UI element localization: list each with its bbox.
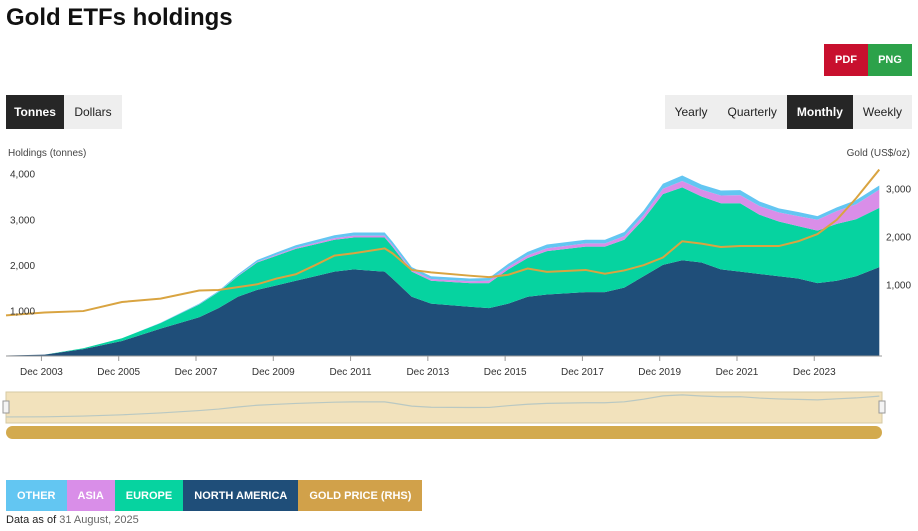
x-tick-label: Dec 2017 <box>561 367 604 378</box>
unit-toggle: Tonnes Dollars <box>6 95 122 129</box>
navigator-series <box>5 394 880 418</box>
holdings-chart: Dec 2003 Dec 2005 Dec 2007 Dec 2009 Dec 2011… <box>2 168 911 439</box>
legend-item-gold-price[interactable]: GOLD PRICE (RHS) <box>298 480 423 511</box>
period-toggle: Yearly Quarterly Monthly Weekly <box>664 95 912 129</box>
data-as-of: Data as of 31 August, 2025 <box>6 514 139 526</box>
x-tick-label: Dec 2005 <box>97 367 140 378</box>
data-as-of-label: Data as of <box>6 514 57 526</box>
x-tick-label: Dec 2023 <box>793 367 836 378</box>
data-as-of-date: 31 August, 2025 <box>59 514 139 526</box>
left-y-tick-label: 2,000 <box>10 261 35 272</box>
monthly-button[interactable]: Monthly <box>786 95 853 129</box>
gold-price-line <box>5 168 881 317</box>
tonnes-button[interactable]: Tonnes <box>6 95 64 129</box>
yearly-button[interactable]: Yearly <box>665 95 718 129</box>
legend-item-north-america[interactable]: NORTH AMERICA <box>183 480 299 511</box>
navigator-handle-left[interactable] <box>2 400 10 414</box>
north-america-area <box>6 260 880 356</box>
page-title: Gold ETFs holdings <box>6 4 233 31</box>
right-y-tick-label: 1,000 <box>886 280 911 291</box>
x-tick-label: Dec 2015 <box>484 367 527 378</box>
chart-legend: OTHER ASIA EUROPE NORTH AMERICA GOLD PRI… <box>6 480 423 511</box>
right-y-tick-label: 3,000 <box>886 185 911 196</box>
x-tick-label: Dec 2013 <box>406 367 449 378</box>
dollars-button[interactable]: Dollars <box>64 95 122 129</box>
navigator-handle-right[interactable] <box>878 400 886 414</box>
left-y-tick-label: 3,000 <box>10 215 35 226</box>
area-layer <box>5 168 881 356</box>
legend-item-asia[interactable]: ASIA <box>66 480 115 511</box>
europe-area <box>6 187 880 356</box>
x-tick-label: Dec 2007 <box>175 367 218 378</box>
left-y-axis: 1,000 2,000 3,000 4,000 <box>10 170 35 318</box>
legend-item-europe[interactable]: EUROPE <box>114 480 184 511</box>
png-export-button[interactable]: PNG <box>868 44 912 76</box>
navigator-scrollbar[interactable] <box>6 426 882 439</box>
quarterly-button[interactable]: Quarterly <box>718 95 787 129</box>
x-tick-label: Dec 2019 <box>638 367 681 378</box>
x-tick-label: Dec 2003 <box>20 367 63 378</box>
legend-item-other[interactable]: OTHER <box>6 480 67 511</box>
right-axis-title: Gold (US$/oz) <box>846 148 910 159</box>
x-tick-label: Dec 2011 <box>330 367 373 378</box>
x-tick-label: Dec 2009 <box>252 367 295 378</box>
left-y-tick-label: 4,000 <box>10 170 35 181</box>
left-y-tick-label: 1,000 <box>10 306 35 317</box>
range-navigator[interactable] <box>2 391 886 439</box>
right-y-axis: 1,000 2,000 3,000 <box>886 185 911 292</box>
pdf-export-button[interactable]: PDF <box>824 44 868 76</box>
weekly-button[interactable]: Weekly <box>853 95 912 129</box>
export-buttons: PDF PNG <box>824 44 912 76</box>
left-axis-title: Holdings (tonnes) <box>8 148 87 159</box>
x-tick-label: Dec 2021 <box>716 367 759 378</box>
right-y-tick-label: 2,000 <box>886 232 911 243</box>
x-axis: Dec 2003 Dec 2005 Dec 2007 Dec 2009 Dec 2011… <box>6 355 882 378</box>
